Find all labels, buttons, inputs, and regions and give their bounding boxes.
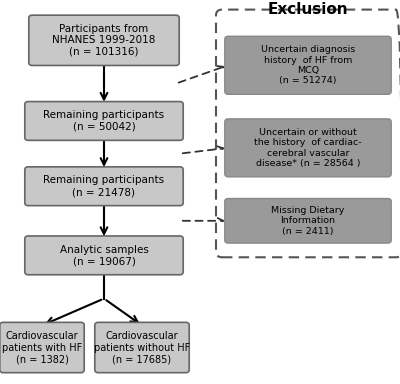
Text: Exclusion: Exclusion [268,2,348,17]
Text: Participants from
NHANES 1999-2018
(n = 101316): Participants from NHANES 1999-2018 (n = … [52,24,156,57]
FancyBboxPatch shape [95,323,189,372]
Text: Cardiovascular
patients with HF
(n = 1382): Cardiovascular patients with HF (n = 138… [2,331,82,364]
FancyBboxPatch shape [225,119,391,177]
Text: Remaining participants
(n = 21478): Remaining participants (n = 21478) [44,175,164,197]
Text: Uncertain or without
the history  of cardiac-
cerebral vascular
disease* (n = 28: Uncertain or without the history of card… [254,128,362,168]
FancyBboxPatch shape [25,167,183,206]
Text: Missing Dietary
Information
(n = 2411): Missing Dietary Information (n = 2411) [271,206,345,236]
FancyBboxPatch shape [25,236,183,275]
Text: Uncertain diagnosis
history  of HF from
MCQ
(n = 51274): Uncertain diagnosis history of HF from M… [261,45,355,85]
Text: Remaining participants
(n = 50042): Remaining participants (n = 50042) [44,110,164,132]
FancyBboxPatch shape [225,36,391,94]
Text: Cardiovascular
patients without HF
(n = 17685): Cardiovascular patients without HF (n = … [94,331,190,364]
Text: Analytic samples
(n = 19067): Analytic samples (n = 19067) [60,245,148,266]
FancyBboxPatch shape [29,15,179,65]
FancyBboxPatch shape [225,199,391,243]
FancyBboxPatch shape [25,101,183,140]
FancyBboxPatch shape [0,323,84,372]
